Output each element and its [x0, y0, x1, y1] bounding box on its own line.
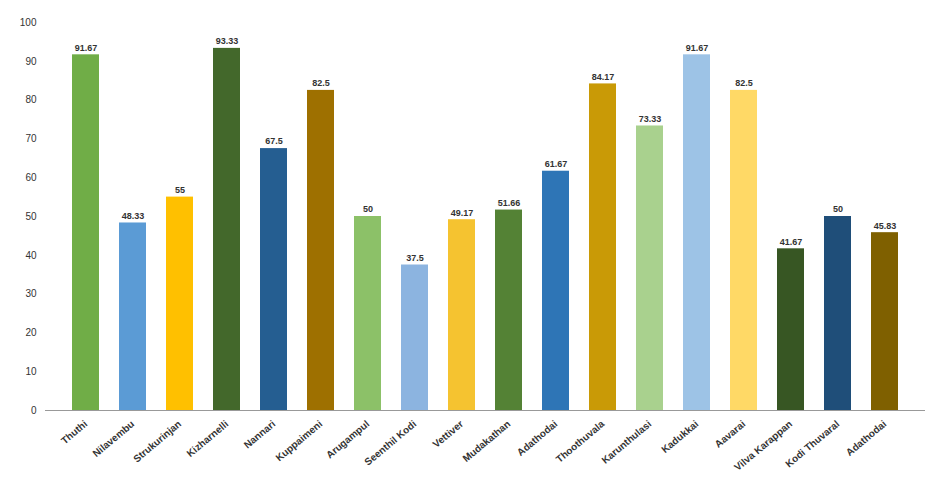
svg-text:61.67: 61.67 — [545, 159, 568, 169]
svg-text:82.5: 82.5 — [312, 78, 330, 88]
svg-text:0: 0 — [31, 405, 37, 416]
svg-text:48.33: 48.33 — [122, 211, 145, 221]
svg-text:Nilavembu: Nilavembu — [91, 418, 137, 459]
svg-text:37.5: 37.5 — [406, 253, 424, 263]
svg-text:30: 30 — [25, 288, 37, 299]
svg-text:20: 20 — [25, 327, 37, 338]
svg-text:67.5: 67.5 — [265, 136, 283, 146]
svg-text:82.5: 82.5 — [735, 78, 753, 88]
svg-text:Kuppaimeni: Kuppaimeni — [273, 418, 324, 463]
svg-text:45.83: 45.83 — [874, 221, 897, 231]
svg-text:41.67: 41.67 — [780, 237, 803, 247]
svg-text:Arugampul: Arugampul — [324, 418, 372, 460]
svg-text:Karunthulasi: Karunthulasi — [599, 418, 653, 466]
svg-text:Kodi Thuvaral: Kodi Thuvaral — [783, 418, 841, 469]
svg-text:Thoothuvala: Thoothuvala — [553, 418, 607, 465]
svg-text:93.33: 93.33 — [216, 36, 239, 46]
svg-text:50: 50 — [833, 204, 843, 214]
svg-text:40: 40 — [25, 250, 37, 261]
svg-text:60: 60 — [25, 172, 37, 183]
svg-text:Adathodai: Adathodai — [515, 418, 560, 458]
svg-text:90: 90 — [25, 56, 37, 67]
svg-text:Adathodai: Adathodai — [844, 418, 889, 458]
svg-text:84.17: 84.17 — [592, 72, 615, 82]
svg-text:51.66: 51.66 — [498, 198, 521, 208]
svg-text:70: 70 — [25, 133, 37, 144]
svg-text:Thuthi: Thuthi — [59, 418, 90, 446]
svg-text:Vettiver: Vettiver — [431, 418, 466, 450]
svg-text:Vilva Karappan: Vilva Karappan — [732, 418, 795, 473]
svg-text:100: 100 — [20, 17, 37, 28]
svg-text:Nannari: Nannari — [242, 418, 278, 451]
svg-text:50: 50 — [25, 211, 37, 222]
svg-text:91.67: 91.67 — [75, 43, 98, 53]
svg-text:Kadukkai: Kadukkai — [659, 418, 700, 455]
svg-text:91.67: 91.67 — [686, 43, 709, 53]
svg-text:Seenthil Kodi: Seenthil Kodi — [362, 418, 418, 468]
svg-text:80: 80 — [25, 94, 37, 105]
svg-text:55: 55 — [175, 185, 185, 195]
svg-text:Kizharnelli: Kizharnelli — [185, 418, 231, 459]
svg-text:49.17: 49.17 — [451, 208, 474, 218]
svg-text:Mudakathan: Mudakathan — [461, 418, 513, 464]
svg-text:50: 50 — [363, 204, 373, 214]
svg-text:73.33: 73.33 — [639, 114, 662, 124]
svg-text:10: 10 — [25, 366, 37, 377]
svg-text:Aavarai: Aavarai — [713, 418, 748, 450]
svg-text:Strukurinjan: Strukurinjan — [131, 418, 183, 464]
